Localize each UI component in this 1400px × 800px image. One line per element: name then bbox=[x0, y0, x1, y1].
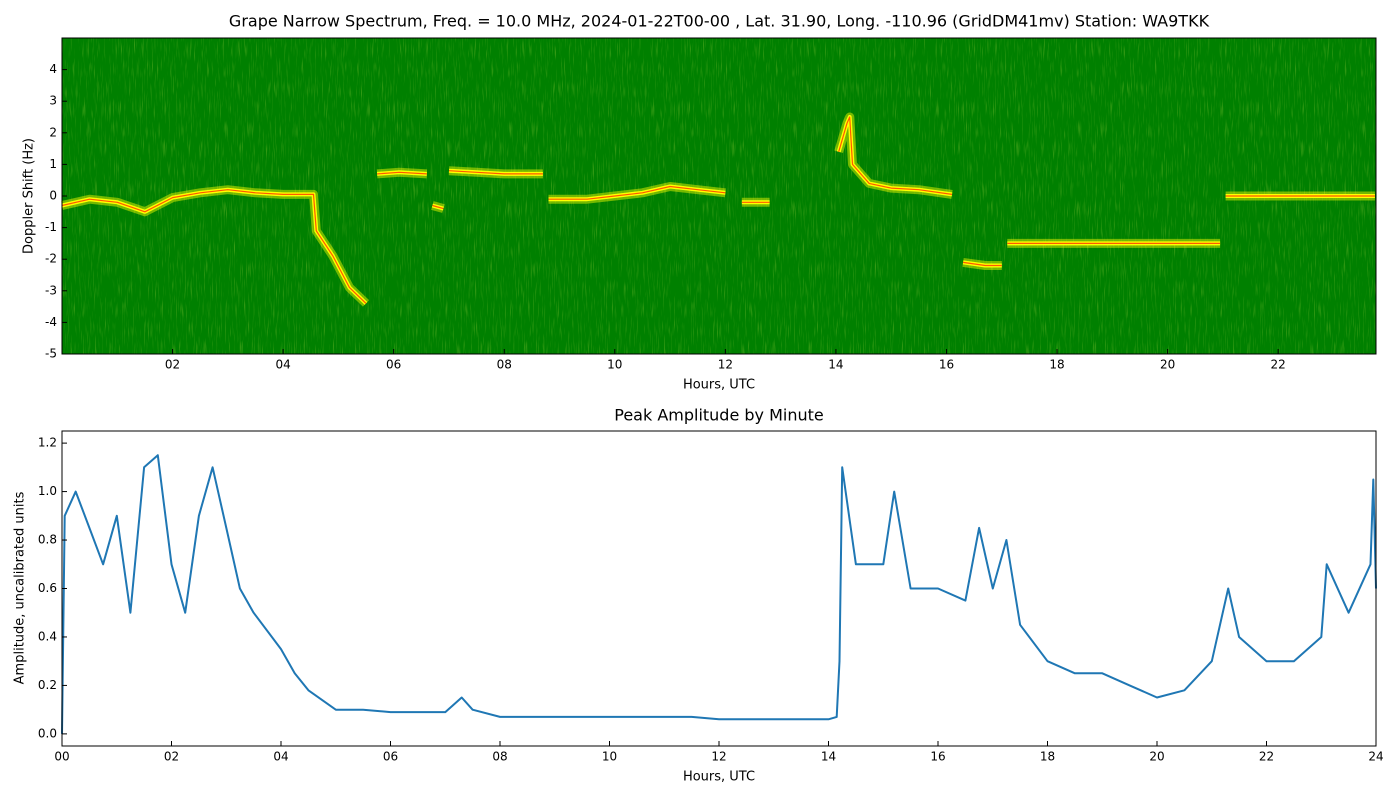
amplitude-line bbox=[61, 454, 1377, 734]
x-tick-label: 02 bbox=[165, 358, 180, 372]
y-tick-label: 2 bbox=[49, 125, 57, 139]
plot-frame bbox=[61, 430, 1377, 747]
y-tick-label: 0.4 bbox=[38, 629, 57, 643]
x-tick-label: 18 bbox=[1049, 358, 1064, 372]
x-tick-label: 06 bbox=[383, 750, 398, 764]
y-tick-label: -2 bbox=[45, 252, 57, 266]
x-tick-label: 04 bbox=[273, 750, 288, 764]
x-axis-label: Hours, UTC bbox=[683, 378, 755, 393]
x-tick-label: 12 bbox=[718, 358, 733, 372]
y-tick-label: -5 bbox=[45, 347, 57, 361]
x-tick-label: 22 bbox=[1259, 750, 1274, 764]
x-tick-label: 00 bbox=[54, 750, 69, 764]
y-tick-label: 1 bbox=[49, 157, 57, 171]
chart-title: Peak Amplitude by Minute bbox=[614, 406, 824, 425]
x-tick-label: 16 bbox=[939, 358, 954, 372]
x-tick-label: 10 bbox=[602, 750, 617, 764]
y-tick-label: 1.0 bbox=[38, 484, 57, 498]
y-tick-label: 0.0 bbox=[38, 726, 57, 740]
y-tick-label: 4 bbox=[49, 62, 57, 76]
x-tick-label: 24 bbox=[1368, 750, 1383, 764]
x-tick-label: 14 bbox=[828, 358, 843, 372]
y-tick-label: 0.8 bbox=[38, 533, 57, 547]
y-tick-label: -3 bbox=[45, 283, 57, 297]
x-tick-label: 20 bbox=[1160, 358, 1175, 372]
y-tick-label: -1 bbox=[45, 220, 57, 234]
x-tick-label: 14 bbox=[821, 750, 836, 764]
y-axis-label: Doppler Shift (Hz) bbox=[22, 138, 37, 254]
y-axis-label: Amplitude, uncalibrated units bbox=[13, 491, 28, 684]
x-tick-label: 20 bbox=[1149, 750, 1164, 764]
y-tick-label: -4 bbox=[45, 315, 57, 329]
x-axis-label: Hours, UTC bbox=[683, 770, 755, 785]
y-tick-label: 3 bbox=[49, 94, 57, 108]
x-tick-label: 02 bbox=[164, 750, 179, 764]
x-tick-label: 12 bbox=[711, 750, 726, 764]
chart-title: Grape Narrow Spectrum, Freq. = 10.0 MHz,… bbox=[229, 12, 1210, 31]
x-tick-label: 16 bbox=[930, 750, 945, 764]
x-tick-label: 08 bbox=[492, 750, 507, 764]
x-tick-label: 04 bbox=[275, 358, 290, 372]
y-tick-label: 0.2 bbox=[38, 678, 57, 692]
x-tick-label: 18 bbox=[1040, 750, 1055, 764]
x-tick-label: 10 bbox=[607, 358, 622, 372]
x-tick-label: 22 bbox=[1271, 358, 1286, 372]
y-tick-label: 1.2 bbox=[38, 436, 57, 450]
x-tick-label: 08 bbox=[497, 358, 512, 372]
y-tick-label: 0 bbox=[49, 189, 57, 203]
doppler-trace-core bbox=[61, 116, 1375, 304]
x-tick-label: 06 bbox=[386, 358, 401, 372]
y-tick-label: 0.6 bbox=[38, 581, 57, 595]
